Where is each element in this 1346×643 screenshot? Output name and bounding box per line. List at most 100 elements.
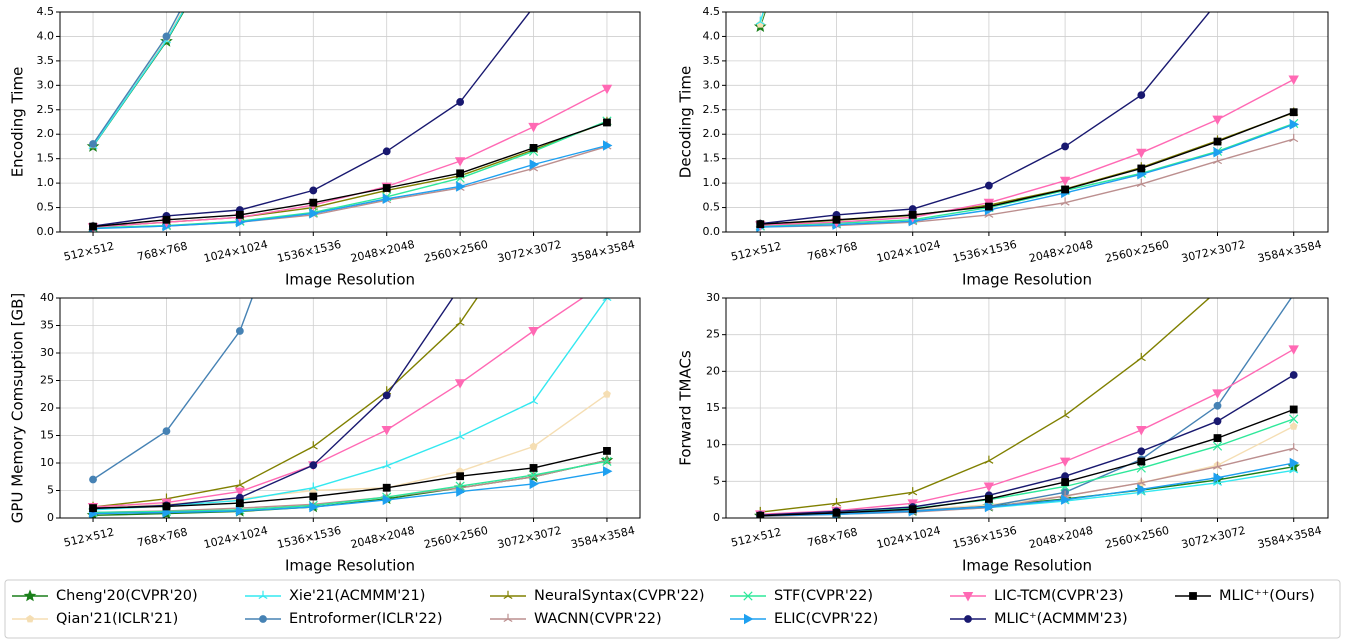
marker: [1213, 401, 1222, 410]
plot-lines: [86, 4, 613, 232]
series-line: [760, 12, 1211, 225]
legend-label: MLIC⁺⁺(Ours): [1219, 588, 1315, 604]
marker: [456, 169, 465, 178]
x-tick-label: 768×768: [136, 239, 189, 263]
y-tick-label: 15: [40, 429, 54, 442]
marker: [1136, 352, 1146, 362]
marker: [89, 222, 97, 231]
marker: [962, 591, 974, 602]
series-line: [760, 374, 1295, 516]
marker: [382, 391, 391, 400]
marker: [528, 327, 539, 337]
y-tick-label: 10: [706, 438, 720, 451]
marker: [530, 4, 537, 11]
marker: [1212, 441, 1223, 451]
marker: [454, 379, 466, 389]
marker: [1213, 461, 1223, 470]
marker: [1289, 405, 1298, 414]
marker: [529, 159, 539, 170]
x-tick-label: 768×768: [136, 525, 189, 549]
marker: [1212, 115, 1223, 126]
marker: [908, 505, 917, 514]
marker: [601, 84, 613, 95]
y-tick-label: 0.5: [703, 201, 721, 214]
marker: [456, 486, 466, 497]
y-tick-label: 30: [706, 291, 720, 304]
series-line: [92, 298, 454, 510]
y-tick-label: 2.0: [37, 127, 55, 140]
x-tick-label: 1536×1536: [276, 524, 342, 551]
marker: [908, 487, 918, 496]
x-tick-label: 3072×3072: [496, 524, 562, 551]
marker: [1060, 410, 1070, 419]
x-tick-label: 2048×2048: [349, 238, 415, 265]
x-tick-label: 768×768: [806, 239, 859, 263]
y-tick-label: 20: [40, 401, 54, 414]
legend-label: LIC-TCM(CVPR'23): [994, 588, 1124, 604]
marker: [309, 492, 318, 501]
plot-frame: [725, 297, 1329, 519]
x-tick-label: 1536×1536: [952, 238, 1018, 265]
series-line: [760, 111, 1294, 225]
marker: [162, 502, 171, 511]
marker: [455, 431, 465, 440]
x-tick-label: 2048×2048: [1028, 238, 1094, 265]
y-tick-label: 3.5: [37, 54, 55, 67]
y-axis-label: Decoding Time: [677, 66, 695, 178]
marker: [1060, 197, 1070, 206]
series-line: [92, 298, 584, 508]
marker: [1288, 75, 1299, 85]
marker: [602, 140, 613, 151]
marker: [603, 447, 611, 455]
x-tick-label: 1536×1536: [952, 524, 1018, 551]
y-tick-label: 35: [40, 319, 54, 332]
marker: [235, 499, 244, 508]
y-tick-label: 2.0: [703, 127, 721, 140]
x-tick-label: 2560×2560: [423, 524, 489, 551]
marker: [1214, 0, 1221, 6]
y-tick-label: 0.0: [703, 225, 721, 238]
marker: [309, 198, 318, 207]
series-line: [760, 408, 1294, 517]
plot-lines: [753, 298, 1301, 518]
marker: [309, 208, 319, 219]
x-tick-label: 2048×2048: [1028, 524, 1094, 551]
marker: [1289, 457, 1300, 469]
marker: [1289, 108, 1298, 117]
marker: [503, 590, 513, 600]
marker: [602, 390, 611, 398]
marker: [162, 507, 172, 518]
marker: [382, 193, 393, 205]
marker: [757, 4, 764, 11]
x-tick-label: 3584×3584: [570, 238, 636, 265]
series-line: [92, 12, 183, 146]
marker: [528, 122, 539, 133]
y-tick-label: 2.5: [703, 103, 721, 116]
marker: [455, 317, 465, 326]
marker: [1189, 592, 1197, 600]
series-line: [760, 0, 1293, 7]
marker: [1288, 345, 1299, 355]
plot-lines: [753, 0, 1300, 232]
marker: [1137, 457, 1146, 466]
y-tick-label: 0: [47, 511, 54, 524]
y-tick-label: 10: [40, 456, 54, 469]
series-line: [760, 122, 1294, 227]
y-tick-label: 4.0: [703, 29, 721, 42]
marker: [1289, 133, 1299, 143]
marker: [529, 396, 539, 405]
marker: [755, 16, 765, 25]
series-line: [92, 121, 608, 228]
plot-lines: [86, 298, 614, 518]
marker: [529, 478, 539, 490]
y-tick-label: 0: [713, 511, 720, 524]
legend-label: ELIC(CVPR'22): [774, 611, 878, 627]
x-tick-label: 3072×3072: [1180, 524, 1246, 551]
series-line: [92, 460, 608, 514]
marker: [235, 327, 244, 335]
marker: [456, 472, 465, 481]
marker: [1137, 91, 1146, 100]
y-tick-label: 1.0: [703, 176, 721, 189]
marker: [743, 613, 754, 625]
